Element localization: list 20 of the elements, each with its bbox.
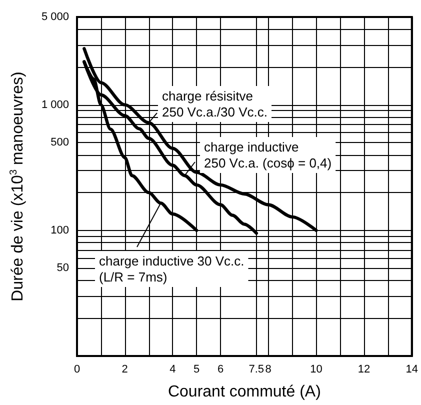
x-tick-label: 8 [265, 364, 272, 376]
x-tick-label: 6 [217, 364, 224, 376]
y-tick-label: 1 000 [41, 98, 69, 111]
x-tick-label: 5 [194, 364, 200, 376]
x-tick-label: 2 [122, 364, 128, 376]
y-tick-label: 500 [50, 136, 69, 149]
x-tick-label: 12 [358, 364, 370, 376]
y-tick-label: 50 [56, 262, 69, 274]
y-tick-label: 100 [50, 224, 69, 236]
x-tick-label: 10 [310, 364, 322, 376]
y-tick-label: 5 000 [41, 11, 69, 23]
x-tick-label: 7.5 [248, 364, 264, 376]
annotation: charge inductive 250 Vc.a. (cosϕ = 0,4) [204, 140, 332, 170]
x-axis-title: Courant commuté (A) [168, 384, 321, 400]
x-tick-label: 14 [406, 364, 418, 376]
x-tick-label: 0 [74, 364, 80, 376]
y-axis-title: Durée de vie (x103 manoeuvres) [8, 72, 26, 302]
annotation: charge résisitve 250 Vc.a./30 Vc.c. [162, 88, 268, 120]
annotation: charge inductive 30 Vc.c. (L/R = 7ms) [99, 254, 244, 284]
x-tick-label: 4 [170, 364, 176, 376]
